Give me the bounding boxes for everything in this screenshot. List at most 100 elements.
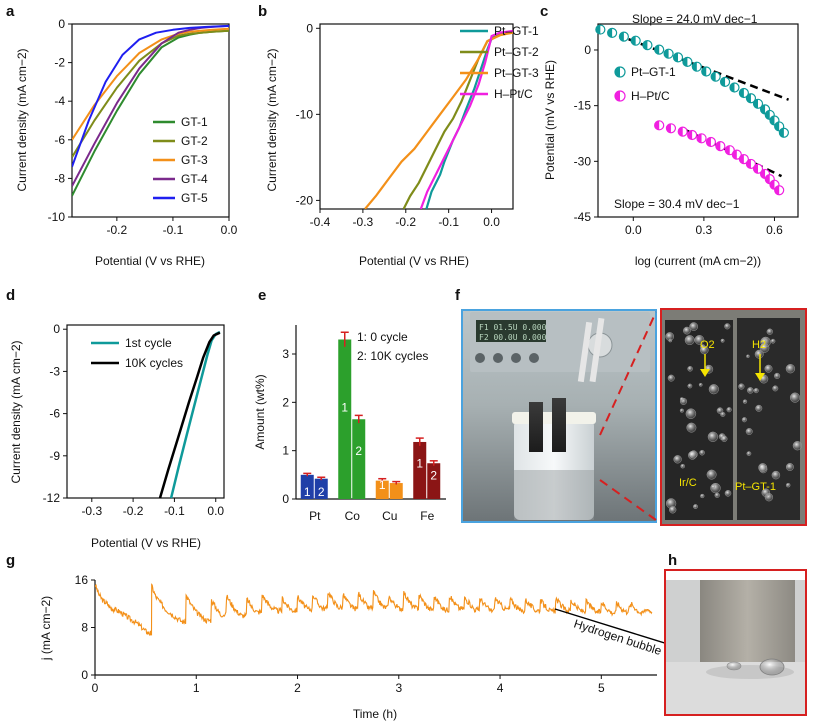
panel-b-xlabel: Potential (V vs RHE) xyxy=(359,254,469,268)
x-tick-label: 0.0 xyxy=(625,223,642,237)
y-tick-label: 3 xyxy=(282,347,289,361)
gas-bubble xyxy=(683,326,691,335)
data-point-half xyxy=(682,57,688,67)
panel-d-ylabel: Current density (mA cm−2) xyxy=(9,340,23,483)
panel-a-chart: -0.2 -0.1 0.0 0 -2 -4 -6 -8 -10 Potential (V vs … xyxy=(15,17,238,268)
gas-bubble xyxy=(667,374,675,382)
gas-bubble xyxy=(761,338,767,344)
photo-f-label-o2: O2 xyxy=(700,339,715,351)
panel-label-d: d xyxy=(6,287,15,304)
y-tick-label: 16 xyxy=(75,573,89,587)
gas-bubble xyxy=(665,332,675,341)
gas-bubble xyxy=(753,388,759,394)
panel-c-slope-2: Slope = 30.4 mV dec−1 xyxy=(614,197,740,211)
data-point-half xyxy=(711,72,716,82)
gas-bubble xyxy=(686,422,697,433)
legend-label: 10K cycles xyxy=(125,356,183,370)
y-tick-label: -4 xyxy=(54,94,65,108)
gas-bubble xyxy=(785,364,796,374)
data-point-half xyxy=(701,67,707,77)
data-point-half xyxy=(746,93,751,103)
y-tick-label: -6 xyxy=(49,407,60,421)
bar-number-label: 2 xyxy=(318,485,325,499)
data-point-half xyxy=(739,88,744,98)
y-tick-label: 0 xyxy=(282,492,289,506)
gas-bubble xyxy=(685,408,697,419)
series-line-pt-gt-2 xyxy=(402,31,513,209)
legend-label: H–Pt/C xyxy=(494,87,533,101)
panel-c-xlabel: log (current (mA cm−2)) xyxy=(635,254,761,268)
gas-bubble xyxy=(689,322,699,331)
photo-f-display-1: F1 01.5U 0.000 xyxy=(479,323,547,332)
data-point-half xyxy=(746,159,751,169)
y-tick-label: -10 xyxy=(296,107,314,121)
photo-h xyxy=(665,580,806,715)
panel-c-chart: 0.0 0.3 0.6 0 -15 -30 -45 log (current (mA cm−… xyxy=(543,12,799,268)
x-tick-label: 1 xyxy=(193,681,200,695)
legend-marker-half xyxy=(615,67,620,77)
data-point-half xyxy=(642,40,648,50)
legend-label: GT-2 xyxy=(181,134,208,148)
panel-b-chart: -0.4 -0.3 -0.2 -0.1 0.0 0 -10 -20 Potential (V … xyxy=(265,21,539,268)
data-point-half xyxy=(664,49,669,59)
photo-f-label-h2: H2 xyxy=(752,339,766,351)
y-tick-label: 0 xyxy=(53,322,60,336)
gas-bubble xyxy=(766,328,773,335)
data-point-half xyxy=(673,52,678,62)
gas-bubble xyxy=(774,372,781,379)
series-line-gt-2 xyxy=(72,29,229,158)
data-point-half xyxy=(706,137,711,147)
bar-number-label: 1 xyxy=(416,457,423,471)
series-line-gt-3 xyxy=(72,27,229,141)
panel-label-c: c xyxy=(540,3,548,20)
gas-bubble xyxy=(789,392,801,403)
data-point-half xyxy=(760,104,766,114)
gas-bubble xyxy=(758,463,768,473)
photo-f-left-frame xyxy=(461,309,657,523)
x-tick-label: -0.4 xyxy=(310,215,331,229)
gas-bubble xyxy=(770,338,776,344)
panel-label-a: a xyxy=(6,3,15,20)
legend-label: Pt–GT-3 xyxy=(494,66,539,80)
panel-label-g: g xyxy=(6,552,15,569)
photo-f-display-2: F2 00.0U 0.000 xyxy=(479,333,547,342)
bar-number-label: 1 xyxy=(304,485,311,499)
x-tick-label: 5 xyxy=(598,681,605,695)
series-line-j xyxy=(95,583,653,637)
gas-bubble xyxy=(721,435,728,442)
photo-h-frame xyxy=(664,569,807,716)
legend-marker-half xyxy=(615,91,620,101)
x-tick-label: -0.2 xyxy=(395,215,416,229)
data-point-half xyxy=(769,116,775,125)
gas-bubble xyxy=(761,488,771,497)
y-tick-label: -3 xyxy=(49,364,60,378)
photo-f-right: O2 H2 Ir/C Pt–GT-1 xyxy=(661,309,806,525)
x-tick-label: -0.3 xyxy=(81,504,102,518)
panel-label-h: h xyxy=(668,552,677,569)
data-point-half xyxy=(725,145,730,155)
data-point-half xyxy=(666,123,671,133)
bar-fe-2 xyxy=(427,463,441,499)
bar-number-label: 2 xyxy=(430,468,437,482)
panel-label-f: f xyxy=(455,287,461,304)
panel-c-frame xyxy=(597,23,799,218)
legend-label: 1st cycle xyxy=(125,336,172,350)
data-point-half xyxy=(769,180,775,190)
panel-d-xlabel: Potential (V vs RHE) xyxy=(91,536,201,550)
gas-bubble xyxy=(711,484,716,489)
data-point-half xyxy=(765,174,770,184)
gas-bubble xyxy=(680,463,685,469)
y-tick-label: 8 xyxy=(81,621,88,635)
x-tick-label: Co xyxy=(345,509,361,523)
y-tick-label: -20 xyxy=(296,193,314,207)
gas-bubble xyxy=(669,506,677,514)
gas-bubble xyxy=(693,504,698,510)
y-tick-label: -9 xyxy=(49,449,60,463)
legend-label: H–Pt/C xyxy=(631,89,670,103)
data-point-half xyxy=(732,150,737,160)
data-point-half xyxy=(619,32,624,42)
data-point-half xyxy=(678,127,683,137)
y-tick-label: -15 xyxy=(574,99,592,113)
